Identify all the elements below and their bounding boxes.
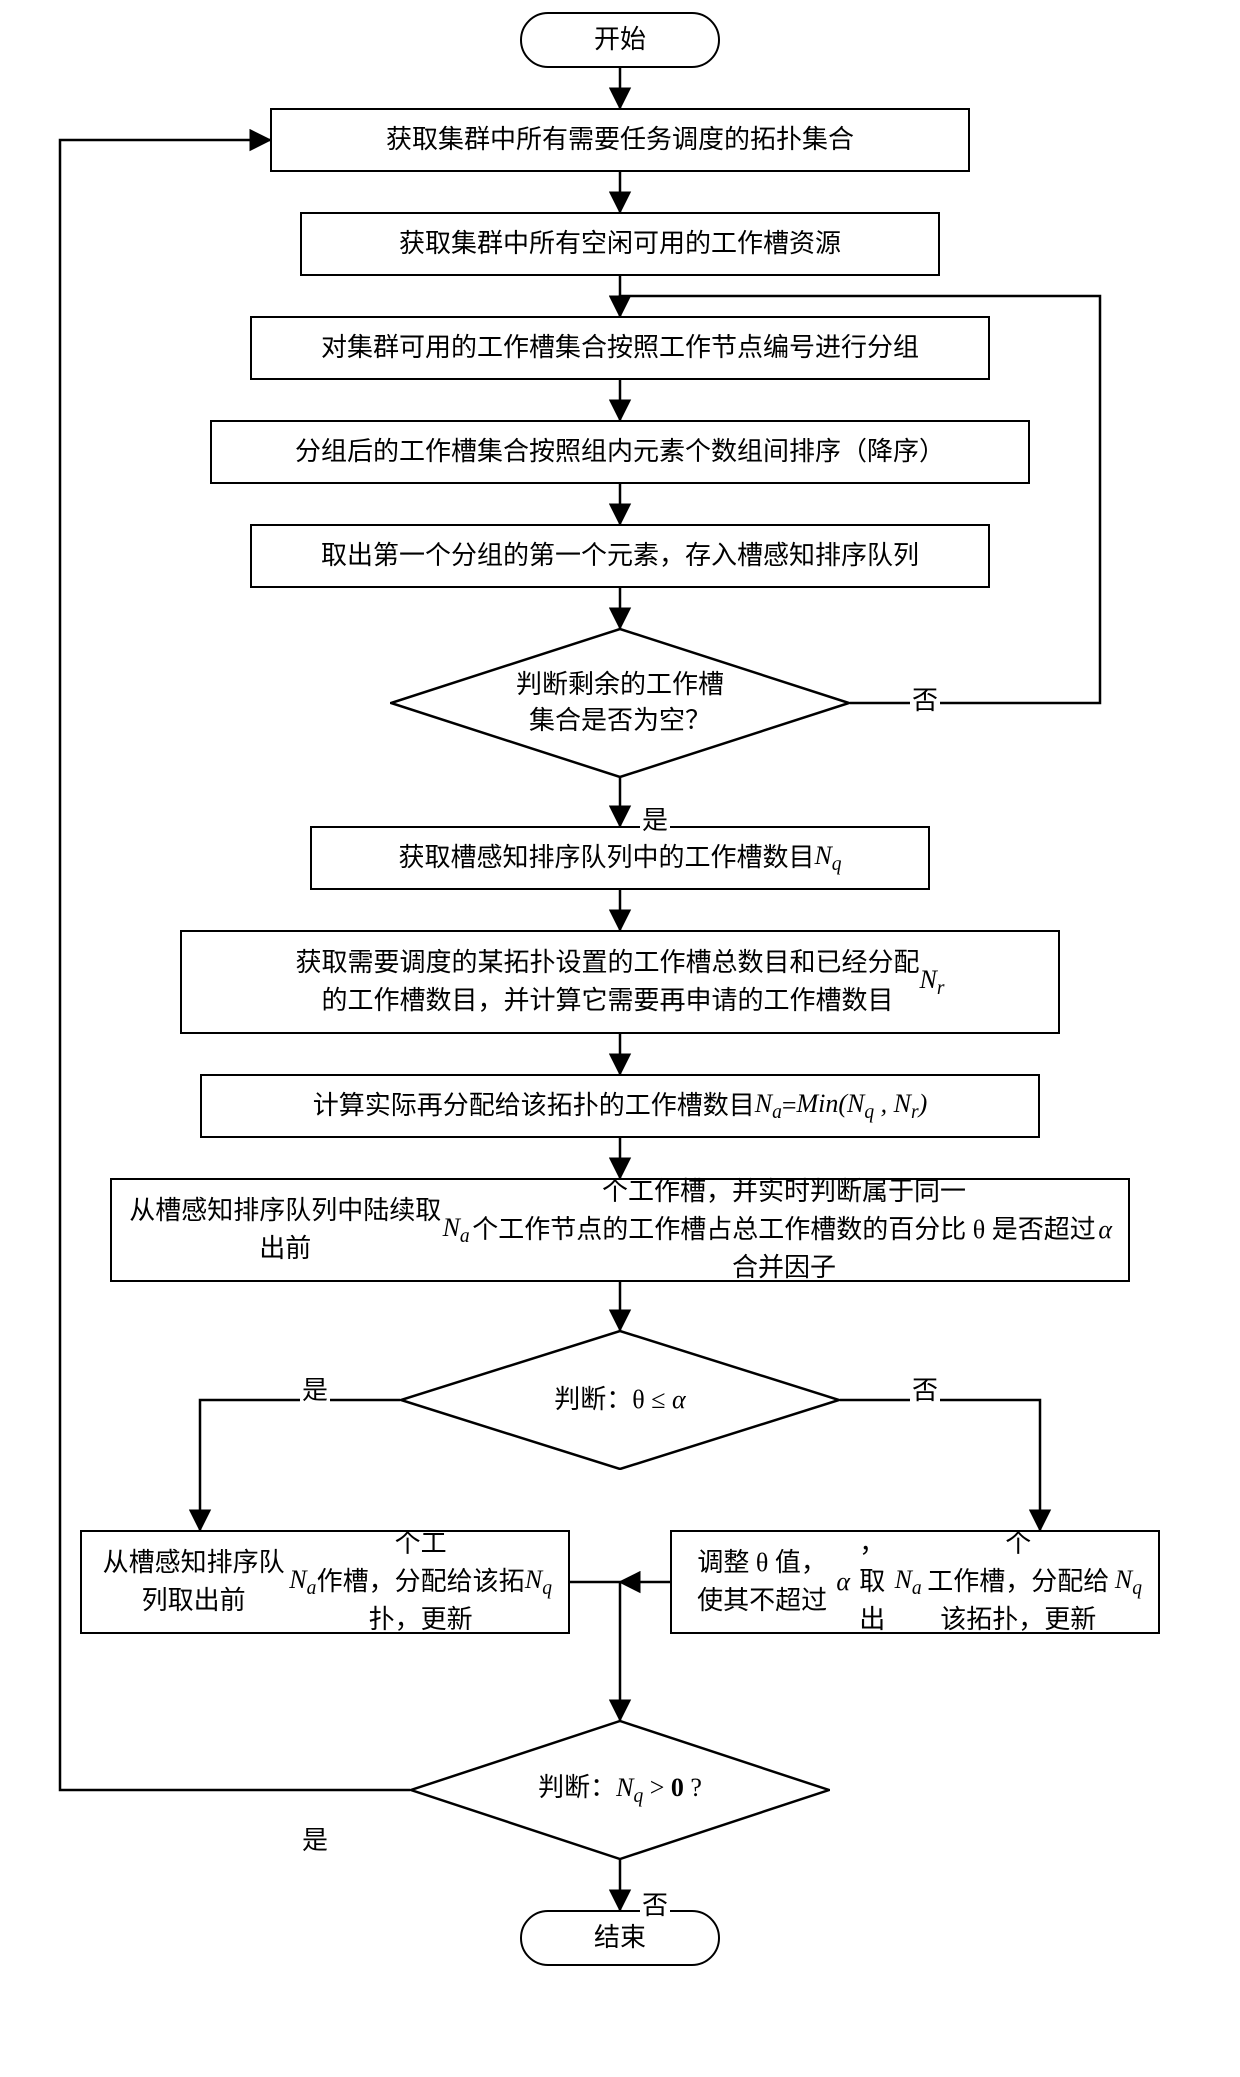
process-p6: 获取槽感知排序队列中的工作槽数目 Nq (310, 826, 930, 890)
decision-d3: 判断：Nq > 0 ? (410, 1720, 830, 1860)
decision-d2: 判断：θ ≤ α (400, 1330, 840, 1470)
edge-label: 否 (910, 680, 940, 717)
decision-text: 判断：Nq > 0 ? (538, 1770, 702, 1810)
edge-label: 否 (910, 1370, 940, 1407)
flowchart-canvas: 开始获取集群中所有需要任务调度的拓扑集合获取集群中所有空闲可用的工作槽资源对集群… (0, 0, 1240, 2077)
edge-label: 是 (300, 1370, 330, 1407)
process-p10: 从槽感知排序队列取出前 Na 个工作槽，分配给该拓扑，更新 Nq (80, 1530, 570, 1634)
edge-label: 是 (300, 1820, 330, 1857)
process-p8: 计算实际再分配给该拓扑的工作槽数目 Na = Min(Nq , Nr) (200, 1074, 1040, 1138)
process-p7: 获取需要调度的某拓扑设置的工作槽总数目和已经分配的工作槽数目，并计算它需要再申请… (180, 930, 1060, 1034)
edge-label: 是 (640, 800, 670, 837)
process-p3: 对集群可用的工作槽集合按照工作节点编号进行分组 (250, 316, 990, 380)
process-p4: 分组后的工作槽集合按照组内元素个数组间排序（降序） (210, 420, 1030, 484)
decision-text: 判断剩余的工作槽集合是否为空？ (516, 667, 724, 740)
process-p11: 调整 θ 值，使其不超过 α，取出 Na 个工作槽，分配给该拓扑，更新 Nq (670, 1530, 1160, 1634)
process-p9: 从槽感知排序队列中陆续取出前 Na 个工作槽，并实时判断属于同一个工作节点的工作… (110, 1178, 1130, 1282)
terminator-end: 结束 (520, 1910, 720, 1966)
terminator-start: 开始 (520, 12, 720, 68)
edge-label: 否 (640, 1885, 670, 1922)
process-p5: 取出第一个分组的第一个元素，存入槽感知排序队列 (250, 524, 990, 588)
decision-text: 判断：θ ≤ α (554, 1382, 685, 1418)
process-p1: 获取集群中所有需要任务调度的拓扑集合 (270, 108, 970, 172)
process-p2: 获取集群中所有空闲可用的工作槽资源 (300, 212, 940, 276)
decision-d1: 判断剩余的工作槽集合是否为空？ (390, 628, 850, 778)
